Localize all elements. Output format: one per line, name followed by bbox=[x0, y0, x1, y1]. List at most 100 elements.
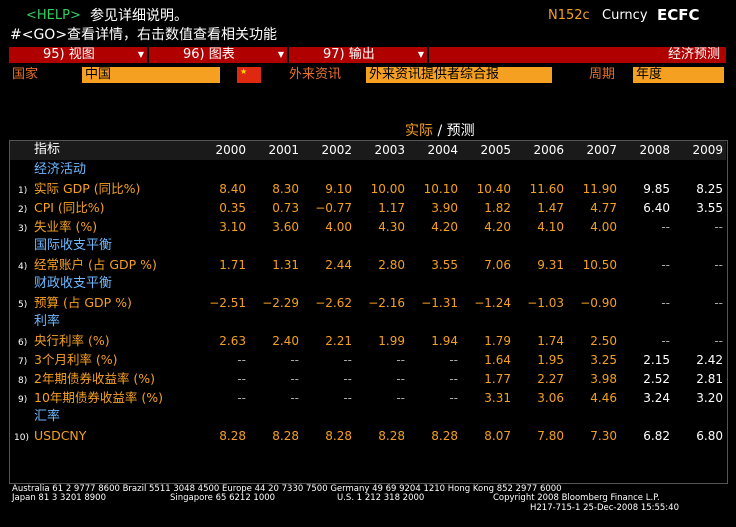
cell-value[interactable]: -- bbox=[661, 334, 670, 348]
cell-value[interactable]: 3.06 bbox=[537, 391, 564, 405]
cell-value[interactable]: -- bbox=[714, 258, 723, 272]
cell-value[interactable]: -- bbox=[237, 372, 246, 386]
cell-value[interactable]: 1.64 bbox=[484, 353, 511, 367]
help-key[interactable]: <HELP> bbox=[26, 8, 81, 23]
cell-value[interactable]: 8.07 bbox=[484, 429, 511, 443]
cell-value[interactable]: 2.44 bbox=[325, 258, 352, 272]
cell-value[interactable]: −1.24 bbox=[474, 296, 511, 310]
cell-value[interactable]: -- bbox=[714, 334, 723, 348]
cell-value[interactable]: 9.85 bbox=[643, 182, 670, 196]
cell-value[interactable]: 3.31 bbox=[484, 391, 511, 405]
row-name[interactable]: 预算 (占 GDP %) bbox=[34, 295, 132, 310]
cell-value[interactable]: 1.95 bbox=[537, 353, 564, 367]
cell-value[interactable]: −2.62 bbox=[315, 296, 352, 310]
cell-value[interactable]: 8.30 bbox=[272, 182, 299, 196]
cell-value[interactable]: 4.77 bbox=[590, 201, 617, 215]
cell-value[interactable]: 4.30 bbox=[378, 220, 405, 234]
cell-value[interactable]: 2.27 bbox=[537, 372, 564, 386]
cell-value[interactable]: 3.90 bbox=[431, 201, 458, 215]
cell-value[interactable]: 1.94 bbox=[431, 334, 458, 348]
cell-value[interactable]: 6.40 bbox=[643, 201, 670, 215]
cell-value[interactable]: 3.20 bbox=[696, 391, 723, 405]
cell-value[interactable]: −1.31 bbox=[421, 296, 458, 310]
country-field[interactable]: 中国 bbox=[82, 67, 220, 83]
row-name[interactable]: 10年期债券收益率 (%) bbox=[34, 390, 164, 405]
cell-value[interactable]: 11.60 bbox=[529, 182, 564, 196]
cell-value[interactable]: 2.50 bbox=[590, 334, 617, 348]
source-field[interactable]: 外来资讯提供者综合报 bbox=[366, 67, 552, 83]
cell-value[interactable]: -- bbox=[343, 353, 352, 367]
cell-value[interactable]: -- bbox=[396, 353, 405, 367]
cell-value[interactable]: −2.29 bbox=[262, 296, 299, 310]
cell-value[interactable]: 1.47 bbox=[537, 201, 564, 215]
cell-value[interactable]: 6.80 bbox=[696, 429, 723, 443]
cell-value[interactable]: 7.30 bbox=[590, 429, 617, 443]
cell-value[interactable]: 1.71 bbox=[219, 258, 246, 272]
cell-value[interactable]: 8.40 bbox=[219, 182, 246, 196]
cell-value[interactable]: 1.99 bbox=[378, 334, 405, 348]
cell-value[interactable]: 3.60 bbox=[272, 220, 299, 234]
cell-value[interactable]: −2.16 bbox=[368, 296, 405, 310]
cell-value[interactable]: -- bbox=[396, 391, 405, 405]
cell-value[interactable]: 7.06 bbox=[484, 258, 511, 272]
cell-value[interactable]: 10.10 bbox=[423, 182, 458, 196]
cell-value[interactable]: 3.10 bbox=[219, 220, 246, 234]
cell-value[interactable]: -- bbox=[661, 296, 670, 310]
cell-value[interactable]: 8.28 bbox=[378, 429, 405, 443]
cell-value[interactable]: -- bbox=[714, 296, 723, 310]
row-name[interactable]: 3个月利率 (%) bbox=[34, 352, 118, 367]
tab[interactable]: 97) 输出 ▼ bbox=[289, 47, 427, 63]
cell-value[interactable]: 10.40 bbox=[476, 182, 511, 196]
cell-value[interactable]: −0.90 bbox=[580, 296, 617, 310]
cell-value[interactable]: 8.28 bbox=[219, 429, 246, 443]
cell-value[interactable]: -- bbox=[343, 372, 352, 386]
cell-value[interactable]: -- bbox=[449, 391, 458, 405]
cell-value[interactable]: 3.98 bbox=[590, 372, 617, 386]
cell-value[interactable]: 2.80 bbox=[378, 258, 405, 272]
cell-value[interactable]: 1.31 bbox=[272, 258, 299, 272]
cell-value[interactable]: -- bbox=[343, 391, 352, 405]
cell-value[interactable]: 0.35 bbox=[219, 201, 246, 215]
cell-value[interactable]: 3.55 bbox=[431, 258, 458, 272]
cell-value[interactable]: 2.40 bbox=[272, 334, 299, 348]
cell-value[interactable]: 9.31 bbox=[537, 258, 564, 272]
row-name[interactable]: 实际 GDP (同比%) bbox=[34, 181, 141, 196]
cell-value[interactable]: 2.42 bbox=[696, 353, 723, 367]
period-field[interactable]: 年度 bbox=[633, 67, 724, 83]
cell-value[interactable]: 4.20 bbox=[484, 220, 511, 234]
row-name[interactable]: 经常账户 (占 GDP %) bbox=[34, 257, 157, 272]
cell-value[interactable]: 11.90 bbox=[582, 182, 617, 196]
row-name[interactable]: 2年期债券收益率 (%) bbox=[34, 371, 156, 386]
cell-value[interactable]: -- bbox=[661, 258, 670, 272]
cell-value[interactable]: 3.55 bbox=[696, 201, 723, 215]
tab[interactable]: 95) 视图 ▼ bbox=[9, 47, 147, 63]
cell-value[interactable]: 6.82 bbox=[643, 429, 670, 443]
cell-value[interactable]: -- bbox=[290, 372, 299, 386]
row-name[interactable]: 失业率 (%) bbox=[34, 219, 98, 234]
cell-value[interactable]: -- bbox=[449, 372, 458, 386]
cell-value[interactable]: -- bbox=[290, 353, 299, 367]
cell-value[interactable]: 10.00 bbox=[370, 182, 405, 196]
cell-value[interactable]: 1.74 bbox=[537, 334, 564, 348]
cell-value[interactable]: 4.00 bbox=[590, 220, 617, 234]
cell-value[interactable]: 1.77 bbox=[484, 372, 511, 386]
tab[interactable]: 96) 图表 ▼ bbox=[149, 47, 287, 63]
cell-value[interactable]: -- bbox=[396, 372, 405, 386]
cell-value[interactable]: 4.10 bbox=[537, 220, 564, 234]
cell-value[interactable]: -- bbox=[237, 391, 246, 405]
cell-value[interactable]: -- bbox=[237, 353, 246, 367]
cell-value[interactable]: 2.63 bbox=[219, 334, 246, 348]
row-name[interactable]: 央行利率 (%) bbox=[34, 333, 110, 348]
cell-value[interactable]: 1.17 bbox=[378, 201, 405, 215]
cell-value[interactable]: 8.28 bbox=[272, 429, 299, 443]
cell-value[interactable]: 4.00 bbox=[325, 220, 352, 234]
cell-value[interactable]: 0.73 bbox=[272, 201, 299, 215]
cell-value[interactable]: -- bbox=[290, 391, 299, 405]
cell-value[interactable]: 10.50 bbox=[582, 258, 617, 272]
cell-value[interactable]: -- bbox=[661, 220, 670, 234]
cell-value[interactable]: −0.77 bbox=[315, 201, 352, 215]
cell-value[interactable]: 2.15 bbox=[643, 353, 670, 367]
cell-value[interactable]: 7.80 bbox=[537, 429, 564, 443]
cell-value[interactable]: 1.79 bbox=[484, 334, 511, 348]
cell-value[interactable]: 3.24 bbox=[643, 391, 670, 405]
